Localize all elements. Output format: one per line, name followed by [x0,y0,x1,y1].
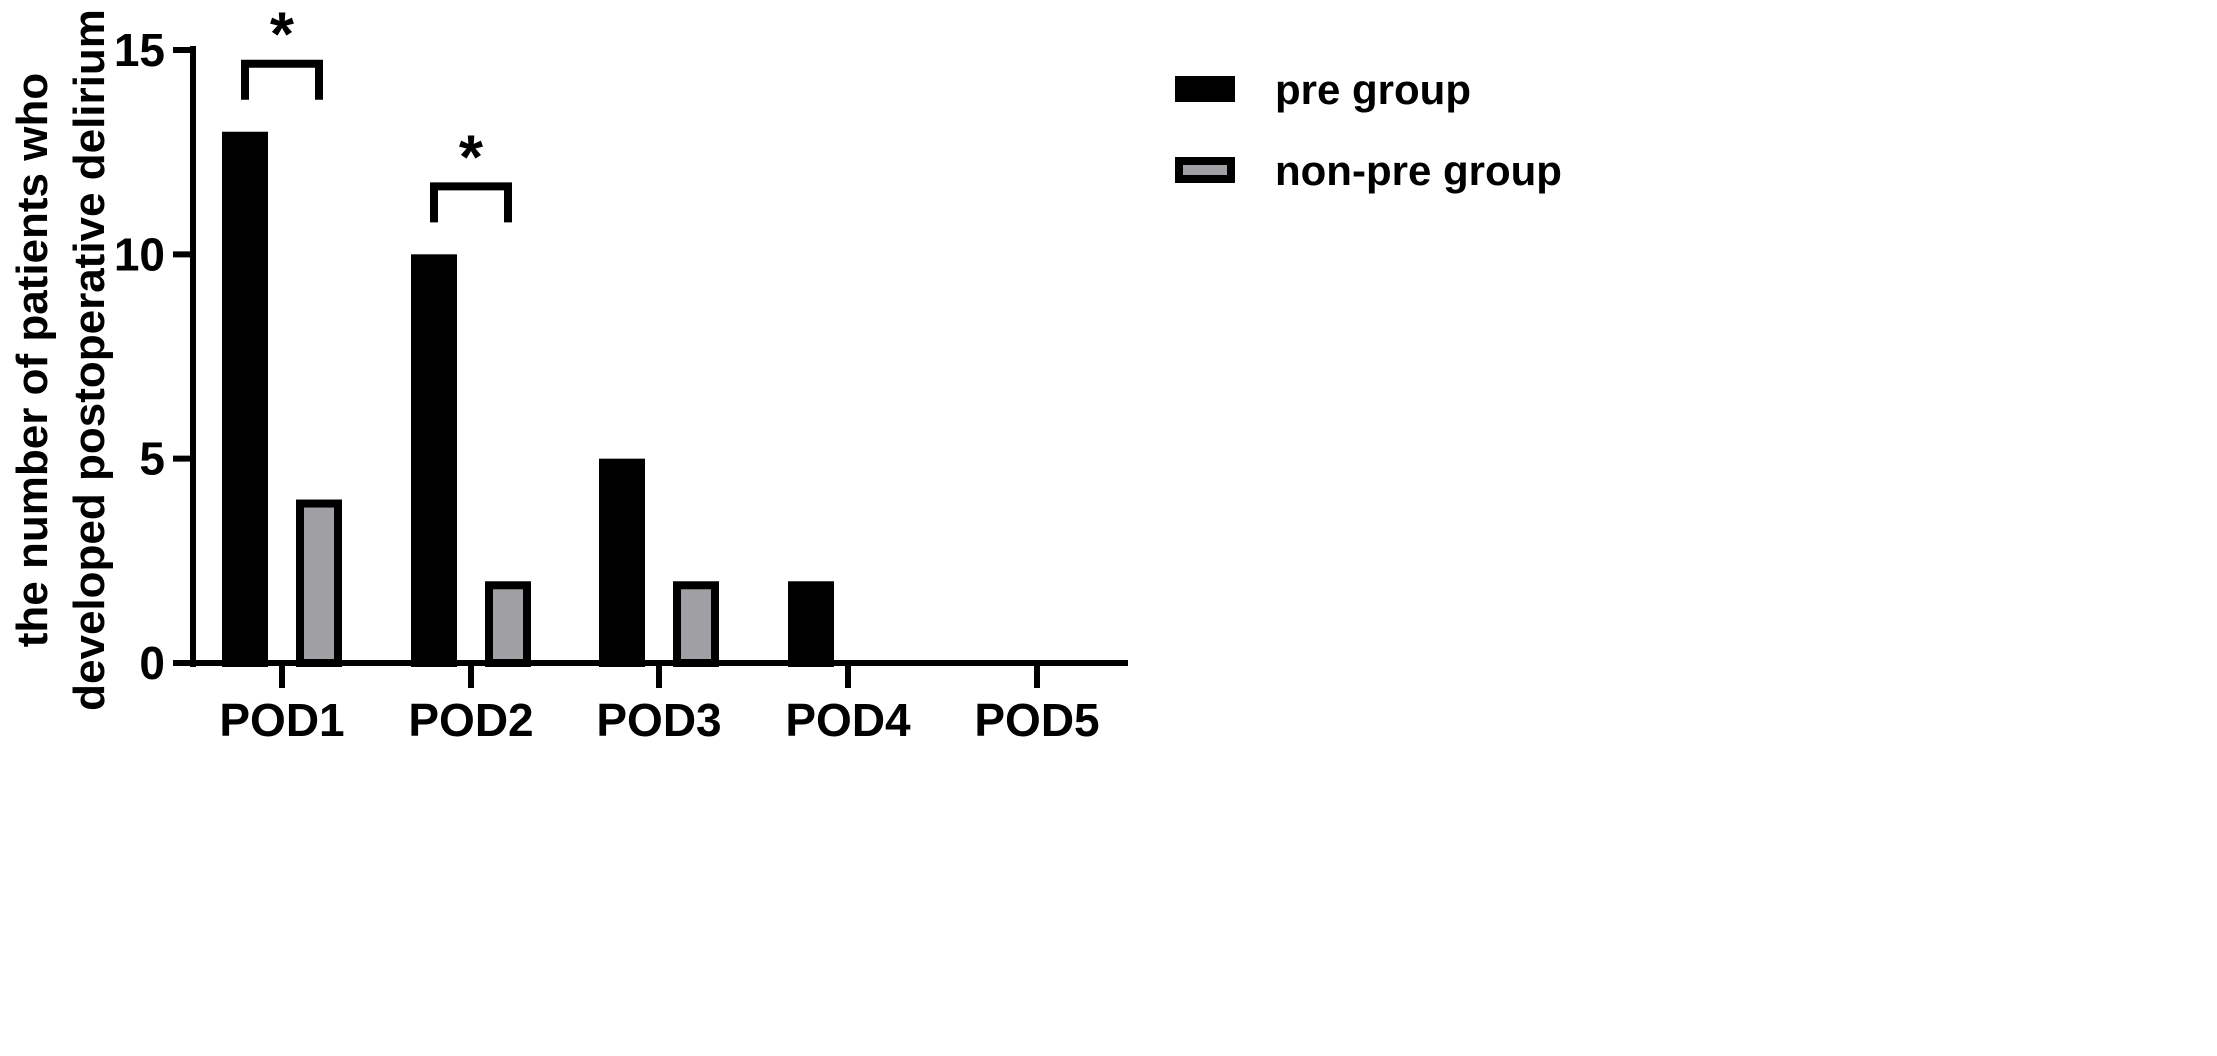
legend: pre group non-pre group [1175,66,1562,194]
bar-pre-group-pod4 [788,581,834,667]
x-tick-label-pod4: POD4 [785,694,911,746]
y-tick-label-15: 15 [114,24,165,76]
bar-non-pre-group-pod1 [296,499,342,667]
x-tick-label-pod1: POD1 [219,694,344,746]
y-tick-label-10: 10 [114,228,165,280]
x-tick-label-pod3: POD3 [596,694,721,746]
legend-label-pre-group: pre group [1275,66,1471,113]
significance-asterisk-pod2: * [459,123,484,192]
x-tick-label-pod2: POD2 [408,694,533,746]
plot-area: 0 5 10 15 POD1 POD2 POD3 POD4 POD5 * * [114,1,1128,746]
legend-swatch-pre-group [1175,76,1235,102]
y-axis-label: the number of patients who developed pos… [8,9,114,711]
bar-non-pre-group-pod3 [673,581,719,667]
legend-swatch-non-pre-group [1175,157,1235,183]
significance-bracket-pod1 [241,59,323,100]
x-tick-label-pod5: POD5 [974,694,1099,746]
bar-pre-group-pod1 [222,131,268,667]
bar-non-pre-group-pod2 [485,581,531,667]
bar-pre-group-pod2 [411,254,457,667]
significance-bracket-pod2 [430,182,512,223]
bar-pre-group-pod3 [599,458,645,667]
y-axis-label-line-2: developed postoperative delirium [65,9,114,711]
y-tick-label-0: 0 [139,637,165,689]
significance-asterisk-pod1: * [270,1,295,70]
legend-label-non-pre-group: non-pre group [1275,147,1562,194]
y-tick-label-5: 5 [139,433,165,485]
y-axis-label-line-1: the number of patients who [8,73,57,647]
